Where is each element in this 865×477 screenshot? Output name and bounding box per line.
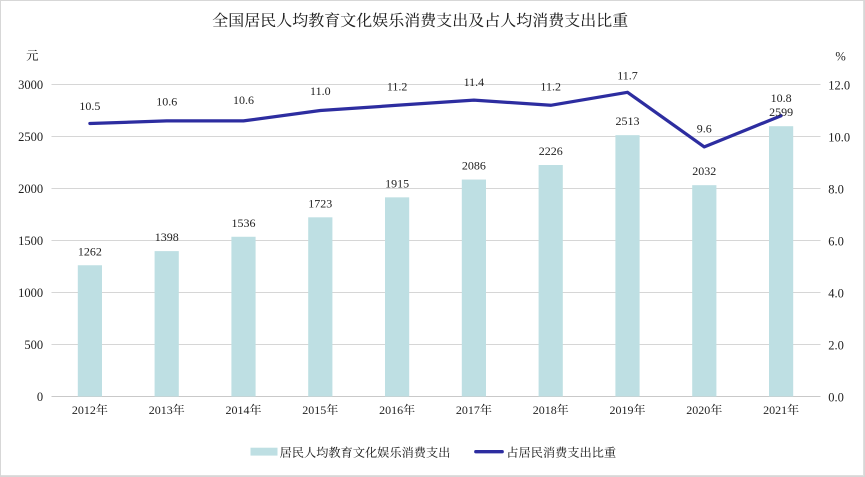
svg-text:2017: 2017 <box>456 403 480 417</box>
svg-text:2013: 2013 <box>149 403 173 417</box>
svg-text:2014: 2014 <box>226 403 250 417</box>
svg-text:2226: 2226 <box>539 144 563 158</box>
svg-text:2020: 2020 <box>686 403 710 417</box>
svg-text:11.2: 11.2 <box>387 80 408 94</box>
svg-text:2032: 2032 <box>692 164 716 178</box>
svg-text:8.0: 8.0 <box>828 183 844 197</box>
svg-text:2500: 2500 <box>18 130 43 144</box>
svg-text:2012: 2012 <box>72 403 96 417</box>
svg-text:10.0: 10.0 <box>828 131 850 145</box>
svg-text:2019: 2019 <box>610 403 634 417</box>
svg-text:11.7: 11.7 <box>617 69 638 83</box>
svg-text:2015: 2015 <box>302 403 326 417</box>
svg-text:10.6: 10.6 <box>233 93 254 107</box>
svg-text:%: % <box>835 49 845 63</box>
svg-text:4.0: 4.0 <box>828 287 844 301</box>
svg-text:2086: 2086 <box>462 159 486 173</box>
svg-text:0: 0 <box>37 390 43 404</box>
svg-text:10.6: 10.6 <box>156 95 177 109</box>
svg-text:2021: 2021 <box>763 403 787 417</box>
svg-text:500: 500 <box>24 338 43 352</box>
svg-text:6.0: 6.0 <box>828 235 844 249</box>
svg-text:2016: 2016 <box>379 403 403 417</box>
svg-text:1536: 1536 <box>232 216 256 230</box>
svg-text:1000: 1000 <box>18 286 43 300</box>
svg-text:1915: 1915 <box>385 176 409 190</box>
svg-text:11.0: 11.0 <box>310 84 331 98</box>
svg-text:2.0: 2.0 <box>828 339 844 353</box>
svg-text:1398: 1398 <box>155 230 179 244</box>
svg-text:9.6: 9.6 <box>697 122 712 136</box>
svg-text:2599: 2599 <box>769 105 793 119</box>
svg-text:1500: 1500 <box>18 234 43 248</box>
svg-text:12.0: 12.0 <box>828 79 850 93</box>
svg-text:1262: 1262 <box>78 244 102 258</box>
svg-text:2513: 2513 <box>616 114 640 128</box>
svg-text:0.0: 0.0 <box>828 391 844 405</box>
svg-text:2018: 2018 <box>533 403 557 417</box>
svg-text:11.4: 11.4 <box>464 75 485 89</box>
svg-text:10.8: 10.8 <box>771 91 792 105</box>
svg-text:2000: 2000 <box>18 182 43 196</box>
svg-text:3000: 3000 <box>18 78 43 92</box>
svg-text:10.5: 10.5 <box>79 99 100 113</box>
svg-text:1723: 1723 <box>308 196 332 210</box>
svg-text:11.2: 11.2 <box>540 79 561 93</box>
